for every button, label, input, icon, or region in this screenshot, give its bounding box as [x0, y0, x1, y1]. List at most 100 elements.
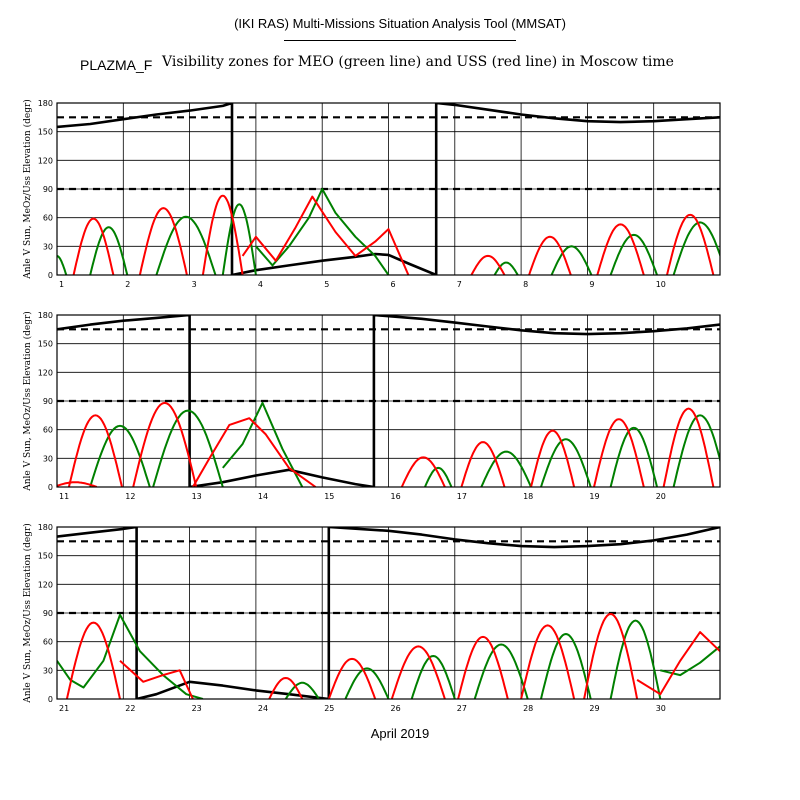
- uss-elevation-line: [268, 677, 304, 699]
- y-tick-label: 30: [43, 454, 53, 463]
- y-tick-label: 90: [43, 609, 53, 618]
- meo-elevation-line: [473, 643, 529, 699]
- meo-elevation-line: [672, 414, 720, 487]
- meo-elevation-line: [660, 645, 720, 677]
- y-tick-label: 30: [43, 242, 53, 251]
- meo-elevation-line: [284, 681, 320, 699]
- meo-elevation-line: [222, 401, 304, 487]
- uss-elevation-line: [400, 456, 446, 487]
- x-tick-label: 15: [324, 492, 334, 501]
- x-tick-label: 25: [324, 704, 334, 713]
- x-tick-label: 18: [523, 492, 533, 501]
- y-tick-label: 150: [38, 552, 53, 561]
- uss-elevation-line: [528, 235, 572, 275]
- y-axis-label: Anle V Sun, MeOz/Uss Elevation (degr): [22, 99, 33, 280]
- uss-elevation-line: [327, 657, 377, 699]
- x-axis-caption: April 2019: [370, 726, 430, 741]
- meo-elevation-line: [672, 221, 720, 275]
- y-tick-label: 30: [43, 666, 53, 675]
- uss-elevation-line: [65, 621, 121, 699]
- y-tick-label: 0: [48, 695, 53, 704]
- x-tick-label: 2: [125, 280, 130, 289]
- y-tick-label: 60: [43, 214, 53, 223]
- x-tick-label: 6: [391, 280, 396, 289]
- sun-angle-line: [57, 315, 720, 487]
- plot-frame: [56, 102, 721, 276]
- x-tick-label: 1: [59, 280, 64, 289]
- meo-elevation-line: [89, 226, 129, 275]
- uss-elevation-line: [596, 223, 645, 275]
- y-tick-label: 120: [38, 580, 53, 589]
- meo-elevation-line: [540, 438, 592, 487]
- x-tick-label: 3: [192, 280, 197, 289]
- series-group: [57, 103, 720, 275]
- uss-elevation-line: [666, 213, 715, 275]
- x-tick-label: 9: [589, 280, 594, 289]
- uss-elevation-line: [593, 418, 645, 487]
- x-tick-label: 23: [192, 704, 202, 713]
- title-underline: [284, 40, 516, 41]
- uss-elevation-line: [662, 407, 715, 487]
- meo-elevation-line: [609, 426, 658, 487]
- x-tick-label: 16: [391, 492, 401, 501]
- y-tick-label: 120: [38, 368, 53, 377]
- y-tick-label: 180: [38, 523, 53, 532]
- x-tick-label: 14: [258, 492, 268, 501]
- y-tick-label: 0: [48, 483, 53, 492]
- meo-elevation-line: [255, 188, 390, 275]
- y-tick-label: 60: [43, 426, 53, 435]
- meo-elevation-line: [493, 261, 519, 275]
- meo-elevation-line: [221, 203, 257, 275]
- uss-elevation-line: [67, 414, 123, 487]
- meo-elevation-line: [480, 450, 532, 487]
- sun-angle-line: [57, 527, 720, 699]
- x-tick-label: 30: [656, 704, 666, 713]
- meo-elevation-line: [57, 613, 204, 699]
- uss-elevation-line: [192, 417, 317, 487]
- uss-elevation-line: [390, 645, 446, 699]
- uss-elevation-line: [138, 207, 188, 275]
- x-tick-label: 19: [589, 492, 599, 501]
- meo-elevation-line: [550, 245, 593, 275]
- panel-1: 0 30 60 90 120 150 180 1 2 3 4 5 6 7 8 9 10 Anle V Sun, M…: [22, 99, 721, 289]
- uss-elevation-line: [470, 254, 506, 275]
- meo-elevation-line: [344, 667, 390, 699]
- series-group: [57, 315, 720, 487]
- x-tick-label: 17: [457, 492, 467, 501]
- x-tick-label: 28: [523, 704, 533, 713]
- x-tick-label: 4: [258, 280, 263, 289]
- sun-angle-line: [57, 103, 720, 275]
- meo-elevation-line: [152, 409, 224, 487]
- x-tick-label: 13: [192, 492, 202, 501]
- y-tick-label: 0: [48, 271, 53, 280]
- uss-elevation-line: [457, 635, 509, 699]
- plot-frame: [56, 314, 721, 488]
- x-tick-label: 27: [457, 704, 467, 713]
- x-tick-label: 24: [258, 704, 268, 713]
- meo-elevation-line: [609, 233, 658, 275]
- y-tick-label: 180: [38, 311, 53, 320]
- uss-elevation-line: [132, 401, 198, 487]
- uss-elevation-line: [119, 660, 194, 699]
- x-tick-label: 12: [125, 492, 135, 501]
- y-axis-label: Anle V Sun, MeOz/Uss Elevation (degr): [22, 311, 33, 492]
- uss-elevation-line: [636, 631, 720, 696]
- panel-2: 0 30 60 90 120 150 180 11 12 13 14 15 16 17 18 19 20 Anle…: [22, 311, 721, 501]
- uss-elevation-line: [530, 429, 576, 487]
- y-tick-label: 60: [43, 638, 53, 647]
- x-tick-label: 21: [59, 704, 69, 713]
- uss-elevation-line: [241, 195, 410, 275]
- x-tick-label: 7: [457, 280, 462, 289]
- x-tick-label: 29: [589, 704, 599, 713]
- y-axis-label: Anle V Sun, MeOz/Uss Elevation (degr): [22, 523, 33, 704]
- tool-title: (IKI RAS) Multi-Missions Situation Analy…: [234, 16, 566, 31]
- y-tick-label: 120: [38, 156, 53, 165]
- x-tick-label: 11: [59, 492, 69, 501]
- x-tick-label: 10: [656, 280, 666, 289]
- meo-elevation-line: [424, 466, 453, 487]
- series-group: [57, 527, 720, 699]
- uss-elevation-line: [57, 481, 98, 487]
- y-tick-label: 90: [43, 185, 53, 194]
- y-tick-label: 150: [38, 128, 53, 137]
